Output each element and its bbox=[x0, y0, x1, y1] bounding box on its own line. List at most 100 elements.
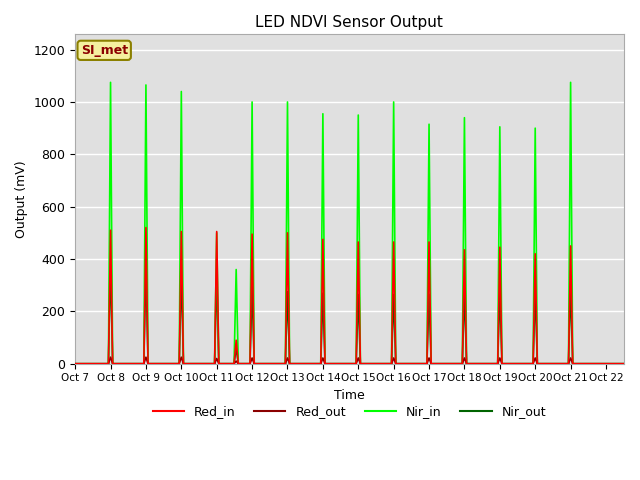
Nir_out bbox=[230, 361, 238, 367]
Red_in bbox=[620, 361, 628, 367]
Red_out bbox=[107, 354, 115, 360]
Legend: Red_in, Red_out, Nir_in, Nir_out: Red_in, Red_out, Nir_in, Nir_out bbox=[148, 400, 551, 423]
Red_out bbox=[463, 361, 470, 367]
Red_out bbox=[494, 361, 502, 367]
Nir_in bbox=[144, 361, 152, 367]
Red_out bbox=[248, 355, 256, 361]
Line: Nir_in: Nir_in bbox=[75, 83, 624, 364]
Red_in bbox=[211, 361, 218, 367]
Red_out bbox=[140, 361, 148, 367]
Nir_out bbox=[177, 269, 185, 275]
Red_in bbox=[494, 361, 502, 367]
Red_out bbox=[282, 361, 289, 367]
Nir_in bbox=[321, 361, 329, 367]
Nir_in bbox=[107, 80, 115, 85]
Nir_in bbox=[282, 361, 289, 367]
Text: SI_met: SI_met bbox=[81, 44, 128, 57]
Nir_in bbox=[569, 361, 577, 367]
Red_out bbox=[180, 361, 188, 367]
Nir_in bbox=[564, 361, 572, 367]
Red_in bbox=[140, 361, 148, 367]
Red_in bbox=[317, 361, 324, 367]
Line: Red_in: Red_in bbox=[75, 228, 624, 364]
Nir_in bbox=[319, 111, 326, 117]
Red_in bbox=[388, 361, 396, 367]
Red_in bbox=[248, 231, 256, 237]
Red_in bbox=[230, 361, 238, 367]
Nir_in bbox=[211, 361, 218, 367]
Nir_in bbox=[494, 361, 502, 367]
Red_out bbox=[321, 361, 329, 367]
Red_out bbox=[175, 361, 183, 367]
Red_in bbox=[569, 361, 577, 367]
Nir_in bbox=[352, 361, 360, 367]
Nir_out bbox=[142, 264, 150, 270]
Nir_in bbox=[230, 361, 238, 367]
Red_in bbox=[282, 361, 289, 367]
Nir_in bbox=[355, 112, 362, 118]
Red_out bbox=[317, 361, 324, 367]
Nir_in bbox=[109, 361, 116, 367]
Red_out bbox=[388, 361, 396, 367]
Nir_in bbox=[496, 124, 504, 130]
Red_in bbox=[104, 361, 112, 367]
Nir_out bbox=[234, 361, 242, 367]
Nir_out bbox=[175, 361, 183, 367]
Red_in bbox=[71, 361, 79, 367]
Title: LED NDVI Sensor Output: LED NDVI Sensor Output bbox=[255, 15, 444, 30]
Red_out bbox=[352, 361, 360, 367]
Red_in bbox=[177, 228, 185, 234]
Red_out bbox=[531, 355, 539, 361]
Red_in bbox=[496, 244, 504, 250]
Red_in bbox=[213, 228, 221, 234]
Nir_in bbox=[534, 361, 541, 367]
Red_in bbox=[286, 361, 294, 367]
Red_out bbox=[423, 361, 431, 367]
Nir_out bbox=[232, 345, 240, 351]
Nir_out bbox=[496, 288, 504, 293]
Red_out bbox=[177, 354, 185, 360]
Red_in bbox=[142, 225, 150, 230]
Red_in bbox=[246, 361, 254, 367]
Red_out bbox=[104, 361, 112, 367]
Red_out bbox=[246, 361, 254, 367]
Nir_out bbox=[248, 284, 256, 289]
Red_in bbox=[425, 239, 433, 245]
Nir_out bbox=[567, 284, 575, 289]
Red_in bbox=[355, 239, 362, 245]
Red_out bbox=[534, 361, 541, 367]
Red_in bbox=[529, 361, 537, 367]
Nir_out bbox=[529, 361, 537, 367]
Red_in bbox=[498, 361, 506, 367]
Nir_out bbox=[390, 291, 397, 297]
Red_out bbox=[230, 361, 238, 367]
Red_in bbox=[109, 361, 116, 367]
Nir_in bbox=[620, 361, 628, 367]
Red_in bbox=[392, 361, 399, 367]
Red_out bbox=[355, 355, 362, 361]
Nir_out bbox=[463, 361, 470, 367]
Nir_out bbox=[388, 361, 396, 367]
Red_in bbox=[564, 361, 572, 367]
Red_out bbox=[232, 358, 240, 364]
Red_in bbox=[463, 361, 470, 367]
Red_out bbox=[319, 355, 326, 361]
Red_out bbox=[109, 361, 116, 367]
Nir_out bbox=[284, 289, 291, 295]
Nir_in bbox=[390, 99, 397, 105]
Nir_out bbox=[392, 361, 399, 367]
Nir_in bbox=[175, 361, 183, 367]
Nir_in bbox=[317, 361, 324, 367]
Red_out bbox=[284, 355, 291, 361]
Nir_out bbox=[213, 272, 221, 277]
Nir_out bbox=[211, 361, 218, 367]
Nir_out bbox=[531, 288, 539, 293]
Nir_out bbox=[319, 290, 326, 296]
Red_in bbox=[567, 243, 575, 249]
Red_out bbox=[567, 355, 575, 361]
Nir_in bbox=[529, 361, 537, 367]
Nir_in bbox=[234, 361, 242, 367]
Nir_in bbox=[284, 99, 291, 105]
Nir_in bbox=[180, 361, 188, 367]
Nir_in bbox=[104, 361, 112, 367]
